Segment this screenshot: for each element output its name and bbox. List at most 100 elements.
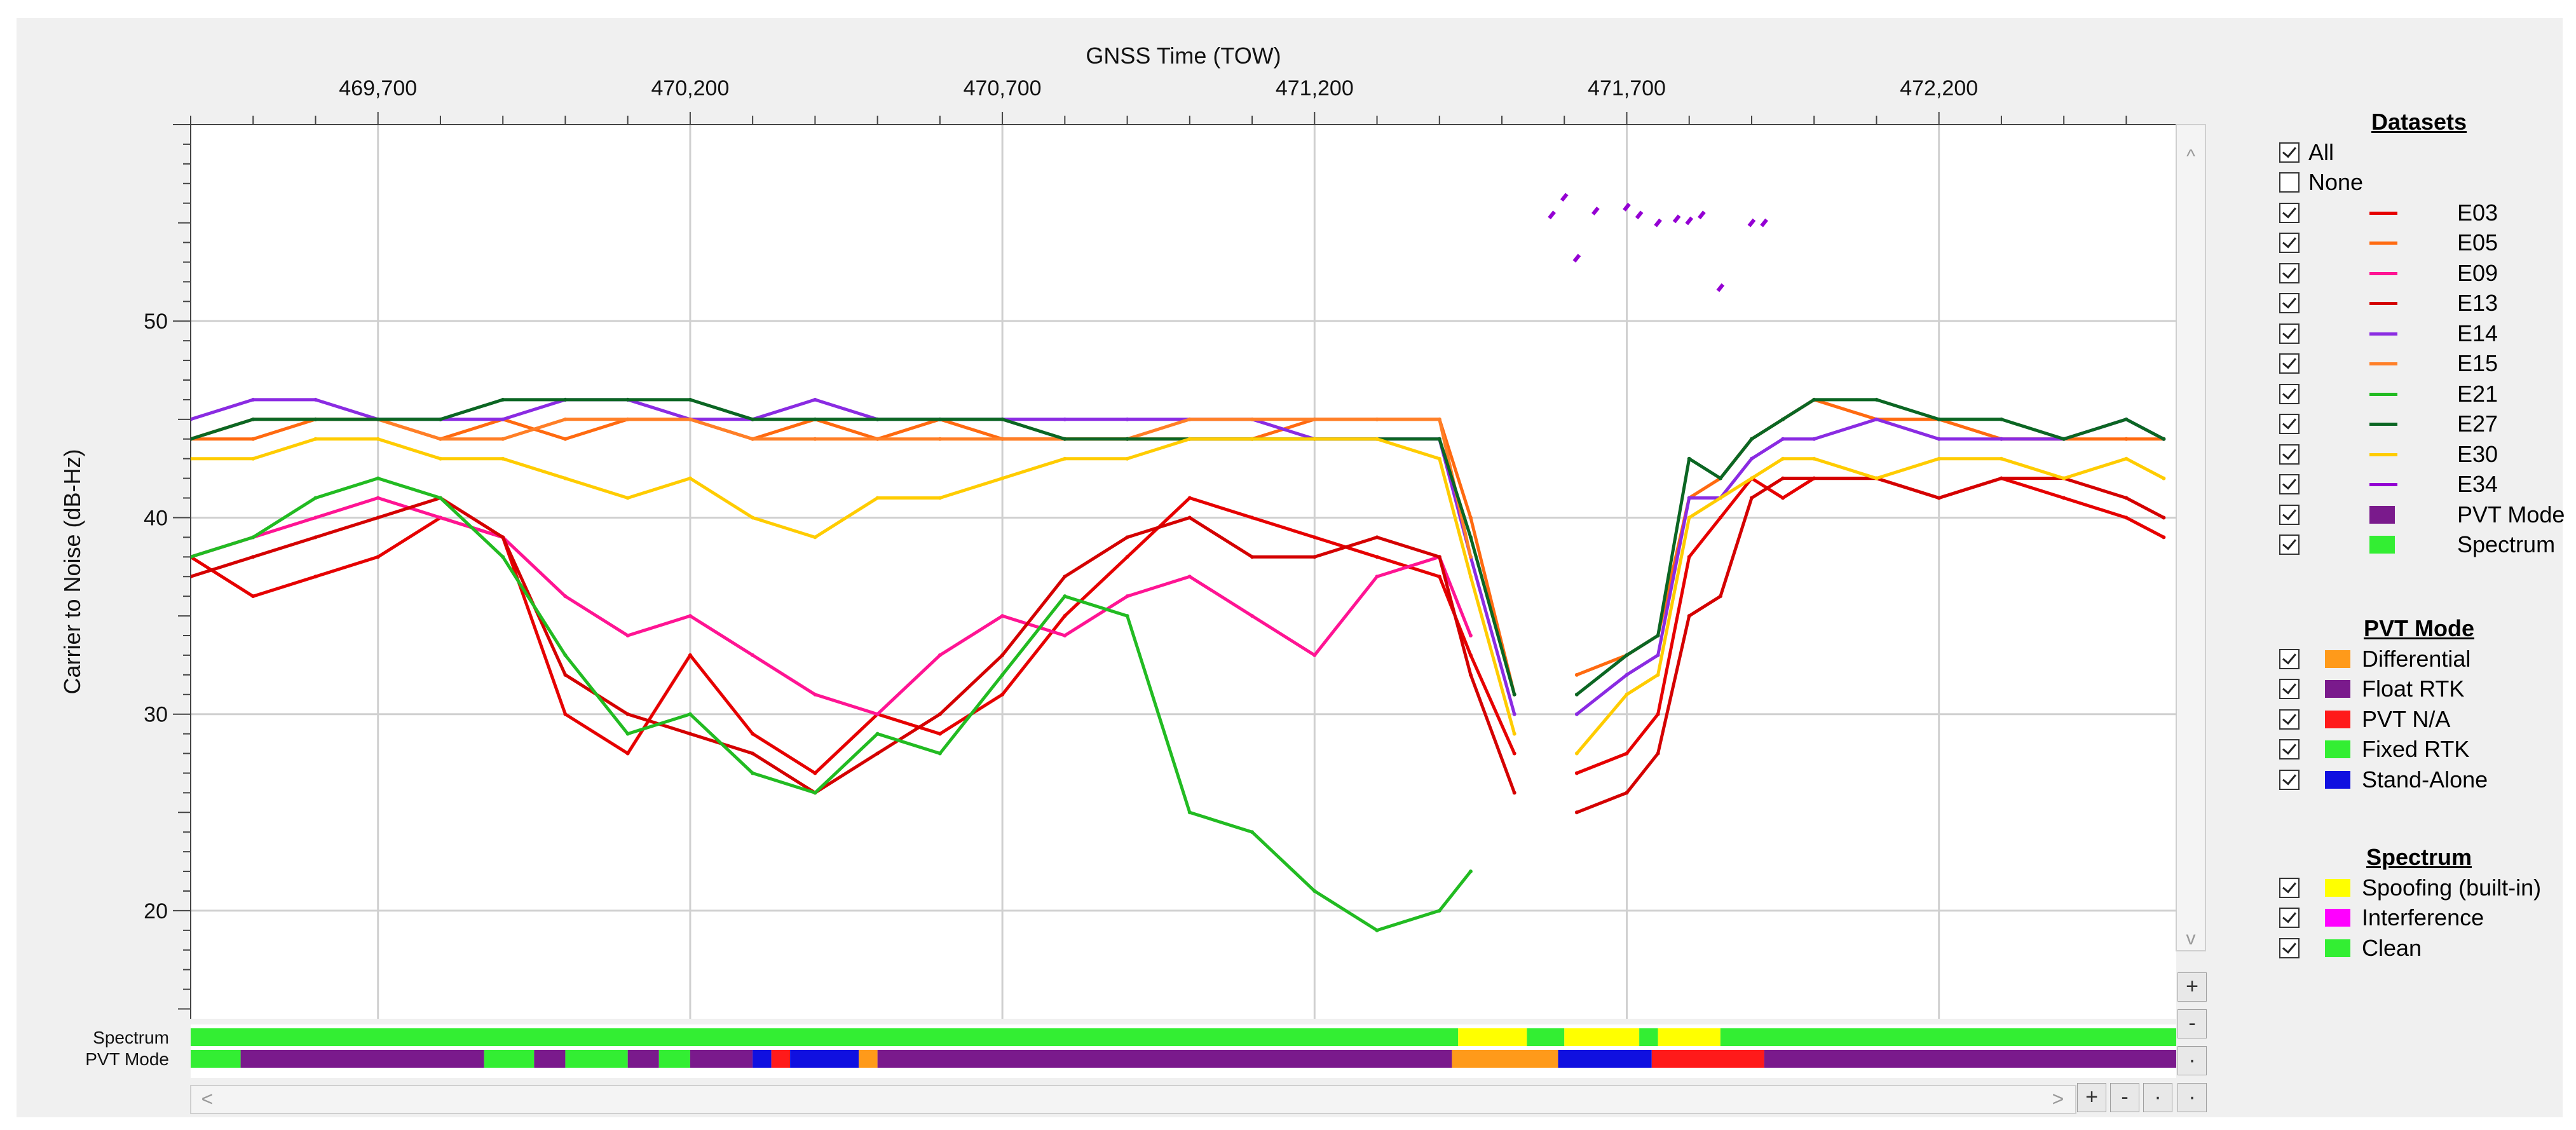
legend-label: E05 <box>2457 229 2498 255</box>
checkbox[interactable] <box>2279 444 2300 465</box>
series-e03-point <box>1437 575 1441 579</box>
checkbox[interactable] <box>2279 769 2300 790</box>
checkbox[interactable] <box>2279 383 2300 404</box>
legend-row-e27[interactable]: E27 <box>2273 409 2565 439</box>
zoom-in-x-button[interactable]: + <box>2077 1083 2106 1112</box>
legend-row-clean[interactable]: Clean <box>2273 933 2565 963</box>
checkbox[interactable] <box>2279 877 2300 898</box>
series-e14-point <box>1625 672 1629 677</box>
pvt-mode-strip-segment <box>658 1050 690 1068</box>
checkbox[interactable] <box>2279 937 2300 958</box>
checkbox[interactable] <box>2279 679 2300 699</box>
legend-row-e15[interactable]: E15 <box>2273 348 2565 379</box>
legend-color-swatch <box>2325 939 2350 957</box>
legend-row-all[interactable]: All <box>2273 137 2565 168</box>
scroll-right-icon: > <box>2052 1087 2064 1110</box>
legend-row-spoofing-built-in-[interactable]: Spoofing (built-in) <box>2273 873 2565 903</box>
legend-row-fixed-rtk[interactable]: Fixed RTK <box>2273 734 2565 765</box>
legend-row-differential[interactable]: Differential <box>2273 644 2565 674</box>
legend-row-e14[interactable]: E14 <box>2273 318 2565 349</box>
x-tick-label: 472,200 <box>1900 76 1978 100</box>
checkbox[interactable] <box>2279 504 2300 525</box>
series-e30-point <box>1812 456 1816 461</box>
checkbox[interactable] <box>2279 414 2300 434</box>
zoom-out-y-button[interactable]: - <box>2177 1009 2207 1038</box>
legend-label: E09 <box>2457 259 2498 286</box>
legend-row-e05[interactable]: E05 <box>2273 228 2565 258</box>
series-e03-point <box>563 712 568 716</box>
series-e30-point <box>625 496 630 500</box>
legend-color-swatch <box>2325 740 2350 758</box>
series-e13-point <box>1687 614 1691 618</box>
spectrum-strip-segment <box>1720 1028 2176 1046</box>
legend-row-e03[interactable]: E03 <box>2273 198 2565 228</box>
series-e03-point <box>1687 555 1691 559</box>
series-e03-point <box>376 555 380 559</box>
series-e30-point <box>501 456 505 461</box>
series-e05-point <box>563 437 568 441</box>
checkbox[interactable] <box>2279 172 2300 193</box>
series-e30-point <box>1687 515 1691 520</box>
legend-label: Spoofing (built-in) <box>2362 874 2542 901</box>
checkbox[interactable] <box>2279 648 2300 669</box>
series-e21-point <box>625 732 630 736</box>
checkbox[interactable] <box>2279 293 2300 313</box>
checkbox[interactable] <box>2279 709 2300 730</box>
pvt-mode-strip-segment <box>1558 1050 1652 1068</box>
checkbox[interactable] <box>2279 534 2300 555</box>
series-e30-point <box>2124 456 2129 461</box>
checkbox[interactable] <box>2279 262 2300 283</box>
pvt-mode-strip-segment <box>1651 1050 1764 1068</box>
legend-row-spectrum[interactable]: Spectrum <box>2273 529 2565 560</box>
series-e34-point <box>1716 283 1725 292</box>
legend-label: E30 <box>2457 440 2498 467</box>
series-e13-point <box>1312 555 1317 559</box>
series-e21-point <box>937 751 942 756</box>
series-e13-point <box>751 751 755 756</box>
legend-row-e30[interactable]: E30 <box>2273 439 2565 470</box>
pan-x-icon[interactable]: · <box>2143 1083 2172 1112</box>
series-e27-point <box>501 397 505 402</box>
zoom-in-y-button[interactable]: + <box>2177 972 2207 1002</box>
legend-row-e21[interactable]: E21 <box>2273 379 2565 409</box>
checkbox[interactable] <box>2279 233 2300 253</box>
series-e03-point <box>937 732 942 736</box>
series-e27-point <box>2162 437 2166 441</box>
series-e30-point <box>1625 692 1629 697</box>
series-e30-point <box>1063 456 1067 461</box>
legend-row-e34[interactable]: E34 <box>2273 469 2565 500</box>
series-e30-point <box>1187 437 1192 441</box>
series-e27-point <box>937 417 942 421</box>
zoom-out-x-button[interactable]: - <box>2110 1083 2139 1112</box>
checkbox[interactable] <box>2279 142 2300 163</box>
checkbox[interactable] <box>2279 474 2300 494</box>
checkbox[interactable] <box>2279 739 2300 759</box>
legend-row-stand-alone[interactable]: Stand-Alone <box>2273 765 2565 795</box>
series-e14-point <box>251 397 256 402</box>
checkbox[interactable] <box>2279 908 2300 928</box>
series-e27-point <box>438 417 442 421</box>
series-e03-point <box>1000 692 1005 697</box>
series-e27-point <box>1656 634 1660 637</box>
legend-row-float-rtk[interactable]: Float RTK <box>2273 674 2565 704</box>
series-e21-point <box>1187 810 1192 815</box>
legend-row-interference[interactable]: Interference <box>2273 902 2565 933</box>
legend-row-e09[interactable]: E09 <box>2273 258 2565 289</box>
checkbox[interactable] <box>2279 202 2300 223</box>
legend-row-e13[interactable]: E13 <box>2273 288 2565 318</box>
series-e09-point <box>1125 594 1129 599</box>
legend-row-pvt-n-a[interactable]: PVT N/A <box>2273 704 2565 735</box>
checkbox[interactable] <box>2279 353 2300 374</box>
series-e27-point <box>625 397 630 402</box>
legend-row-pvt-mode[interactable]: PVT Mode <box>2273 500 2565 530</box>
reset-view-icon[interactable]: · <box>2177 1083 2207 1112</box>
legend-row-none[interactable]: None <box>2273 167 2565 198</box>
series-e34-point <box>1685 216 1694 226</box>
series-e03-point <box>688 653 692 657</box>
checkbox[interactable] <box>2279 323 2300 344</box>
series-e30-point <box>1512 732 1516 736</box>
x-axis-title: GNSS Time (TOW) <box>1086 43 1281 69</box>
pan-y-icon[interactable]: · <box>2177 1046 2207 1075</box>
series-e30-point <box>251 456 256 461</box>
pvt-mode-strip-segment <box>690 1050 753 1068</box>
